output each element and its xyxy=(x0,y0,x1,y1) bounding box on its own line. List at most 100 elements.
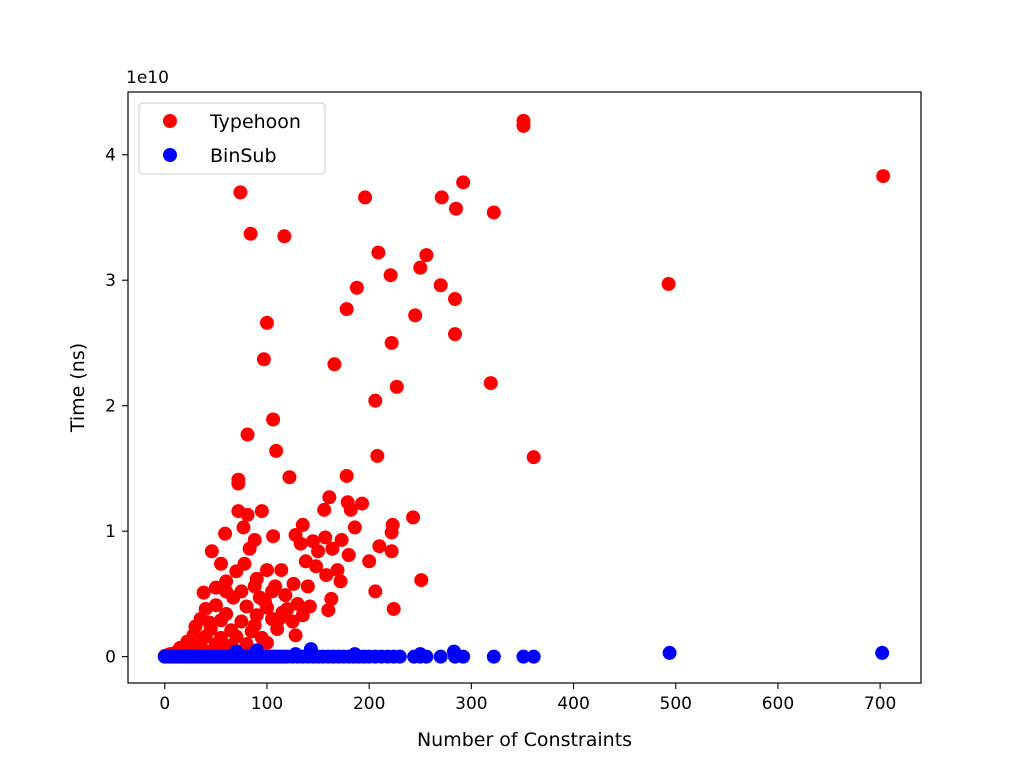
x-axis-label: Number of Constraints xyxy=(417,729,632,751)
data-point-typehoon xyxy=(213,613,228,628)
data-point-typehoon xyxy=(277,229,292,244)
data-point-typehoon xyxy=(259,315,274,330)
data-point-binsub xyxy=(433,649,448,664)
data-point-typehoon xyxy=(325,541,340,556)
data-point-typehoon xyxy=(196,585,211,600)
data-point-typehoon xyxy=(321,603,336,618)
data-point-typehoon xyxy=(318,530,333,545)
data-point-typehoon xyxy=(486,205,501,220)
data-point-binsub xyxy=(229,644,244,659)
data-point-typehoon xyxy=(384,335,399,350)
data-point-typehoon xyxy=(339,302,354,317)
y-tick-label: 1 xyxy=(105,522,116,542)
data-point-typehoon xyxy=(254,504,269,519)
data-point-typehoon xyxy=(383,268,398,283)
data-point-typehoon xyxy=(213,556,228,571)
data-point-typehoon xyxy=(282,470,297,485)
x-tick-label: 300 xyxy=(455,694,487,714)
data-point-binsub xyxy=(662,645,677,660)
data-point-typehoon xyxy=(234,614,249,629)
data-point-typehoon xyxy=(334,532,349,547)
data-point-typehoon xyxy=(229,564,244,579)
data-point-typehoon xyxy=(433,278,448,293)
data-point-binsub xyxy=(288,647,303,662)
data-point-typehoon xyxy=(358,190,373,205)
data-point-typehoon xyxy=(372,539,387,554)
data-point-typehoon xyxy=(295,517,310,532)
data-point-typehoon xyxy=(448,292,463,307)
series-binsub xyxy=(157,642,890,664)
data-point-typehoon xyxy=(333,574,348,589)
data-point-typehoon xyxy=(349,280,364,295)
legend-label-binsub: BinSub xyxy=(210,145,277,167)
data-point-typehoon xyxy=(278,588,293,603)
data-point-typehoon xyxy=(384,525,399,540)
x-tick-label: 400 xyxy=(557,694,589,714)
y-axis-label: Time (ns) xyxy=(67,343,89,433)
data-point-typehoon xyxy=(239,599,254,614)
y-axis: 0 1 2 3 4 xyxy=(105,146,128,668)
data-point-typehoon xyxy=(265,584,280,599)
data-point-typehoon xyxy=(384,544,399,559)
data-point-typehoon xyxy=(661,276,676,291)
data-point-typehoon xyxy=(876,169,891,184)
data-point-typehoon xyxy=(341,548,356,563)
data-point-typehoon xyxy=(526,450,541,465)
y-tick-label: 3 xyxy=(105,271,116,291)
data-point-typehoon xyxy=(339,468,354,483)
points-layer xyxy=(157,113,891,664)
data-point-typehoon xyxy=(293,536,308,551)
data-point-typehoon xyxy=(483,376,498,391)
data-point-binsub xyxy=(526,649,541,664)
data-point-typehoon xyxy=(449,201,464,216)
data-point-typehoon xyxy=(295,608,310,623)
x-tick-label: 500 xyxy=(660,694,692,714)
legend-marker-typehoon xyxy=(163,114,177,128)
data-point-binsub xyxy=(347,647,362,662)
data-point-typehoon xyxy=(243,226,258,241)
data-point-typehoon xyxy=(204,544,219,559)
data-point-typehoon xyxy=(272,612,287,627)
data-point-typehoon xyxy=(274,563,289,578)
legend: Typehoon BinSub xyxy=(138,102,326,175)
data-point-binsub xyxy=(875,645,890,660)
data-point-typehoon xyxy=(327,357,342,372)
data-point-typehoon xyxy=(448,327,463,342)
data-point-binsub xyxy=(486,649,501,664)
data-point-typehoon xyxy=(202,615,217,630)
data-point-typehoon xyxy=(408,308,423,323)
data-point-binsub xyxy=(516,649,531,664)
legend-marker-binsub xyxy=(163,148,177,162)
data-point-typehoon xyxy=(266,529,281,544)
data-point-typehoon xyxy=(330,563,345,578)
data-point-typehoon xyxy=(347,520,362,535)
data-point-typehoon xyxy=(456,175,471,190)
data-point-typehoon xyxy=(516,118,531,133)
data-point-typehoon xyxy=(259,635,274,650)
data-point-typehoon xyxy=(309,559,324,574)
data-point-typehoon xyxy=(371,245,386,260)
data-point-binsub xyxy=(446,644,461,659)
data-point-typehoon xyxy=(257,594,272,609)
x-tick-label: 700 xyxy=(864,694,896,714)
series-typehoon xyxy=(157,113,891,664)
data-point-typehoon xyxy=(233,185,248,200)
data-point-typehoon xyxy=(386,601,401,616)
data-point-typehoon xyxy=(285,614,300,629)
x-tick-label: 600 xyxy=(762,694,794,714)
data-point-typehoon xyxy=(370,448,385,463)
data-point-typehoon xyxy=(317,502,332,517)
data-point-binsub xyxy=(249,643,264,658)
data-point-typehoon xyxy=(324,591,339,606)
data-point-typehoon xyxy=(240,427,255,442)
data-point-typehoon xyxy=(219,574,234,589)
data-point-typehoon xyxy=(362,554,377,569)
data-point-typehoon xyxy=(406,510,421,525)
data-point-typehoon xyxy=(389,379,404,394)
y-tick-label: 4 xyxy=(105,146,116,166)
data-point-typehoon xyxy=(208,598,223,613)
x-tick-label: 200 xyxy=(353,694,385,714)
data-point-typehoon xyxy=(434,190,449,205)
data-point-typehoon xyxy=(242,541,257,556)
